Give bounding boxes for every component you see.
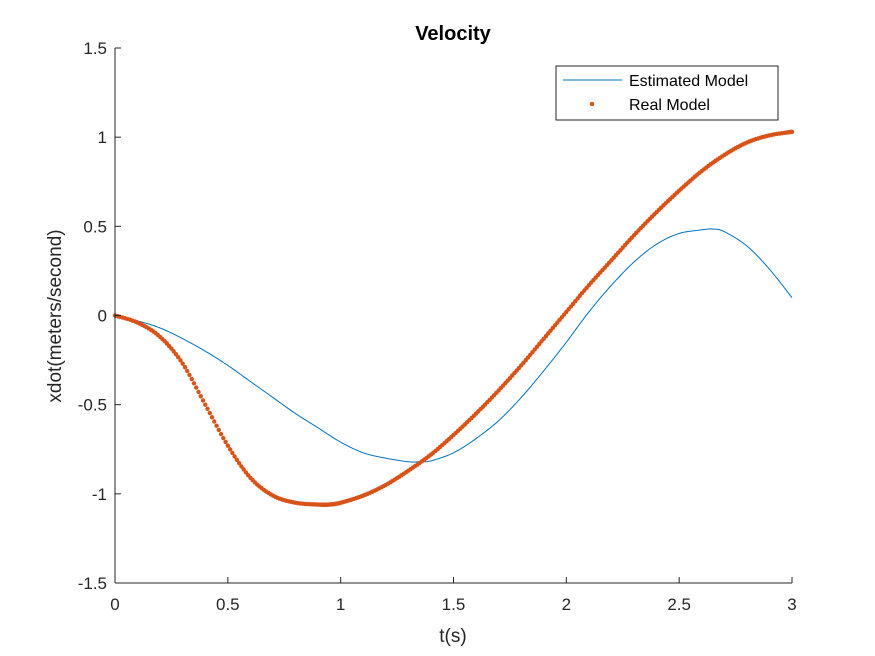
y-axis-label: xdot(meters/second) [45, 229, 66, 402]
data-point [227, 447, 233, 452]
series-line-estimated-model [114, 228, 793, 463]
series-dots-real-model [112, 129, 795, 507]
data-point [232, 454, 237, 459]
data-point [194, 385, 199, 390]
chart-title: Velocity [415, 23, 491, 45]
y-tick-label: -1.5 [78, 574, 107, 593]
x-tick-label: 0 [110, 595, 119, 614]
data-point [203, 402, 208, 407]
data-point [182, 364, 188, 370]
data-point [189, 376, 194, 382]
legend-box [555, 65, 779, 121]
data-point [212, 419, 217, 424]
data-point [221, 435, 226, 441]
data-point [209, 415, 215, 420]
legend: Estimated Model Real Model [555, 65, 779, 121]
data-point [196, 389, 201, 395]
data-point [214, 423, 219, 428]
plot-area: 0 0.5 1 1.5 2 2.5 3 -1.5 -1 -0.5 0 0.5 1 1.5 [78, 39, 797, 614]
data-point [187, 372, 192, 378]
data-point [223, 439, 228, 445]
x-ticks: 0 0.5 1 1.5 2 2.5 3 [110, 577, 797, 614]
x-tick-label: 3 [787, 595, 796, 614]
data-point [200, 398, 206, 403]
y-tick-label: -1 [92, 485, 107, 504]
data-point [175, 354, 181, 360]
y-ticks: -1.5 -1 -0.5 0 0.5 1 1.5 [78, 39, 121, 593]
y-tick-label: 1 [98, 128, 107, 147]
x-axis-label: t(s) [439, 626, 466, 647]
legend-label-real-model: Real Model [629, 97, 710, 114]
data-point [230, 450, 235, 456]
data-point [236, 460, 242, 466]
data-point [173, 351, 179, 357]
data-point [207, 410, 212, 416]
data-point [191, 381, 197, 386]
data-point [205, 406, 210, 412]
data-point [234, 457, 240, 463]
data-point [218, 431, 224, 437]
data-point [239, 464, 244, 469]
series-layer [112, 129, 795, 507]
axes-background [115, 48, 792, 583]
x-tick-label: 2.5 [667, 595, 691, 614]
data-point [185, 368, 190, 374]
legend-label-estimated-model: Estimated Model [629, 73, 748, 90]
data-point [180, 361, 185, 366]
x-tick-label: 0.5 [216, 595, 240, 614]
data-point [789, 129, 795, 135]
x-tick-label: 1 [336, 595, 345, 614]
y-tick-label: 1.5 [83, 39, 107, 58]
data-point [178, 358, 183, 363]
y-tick-label: 0 [98, 307, 107, 326]
x-tick-label: 2 [562, 595, 571, 614]
y-tick-label: 0.5 [83, 217, 107, 236]
data-point [216, 427, 222, 433]
data-point [198, 394, 203, 399]
legend-dot-swatch-real-model [589, 101, 595, 107]
y-tick-label: -0.5 [78, 396, 107, 415]
data-point [225, 443, 231, 448]
x-tick-label: 1.5 [442, 595, 466, 614]
